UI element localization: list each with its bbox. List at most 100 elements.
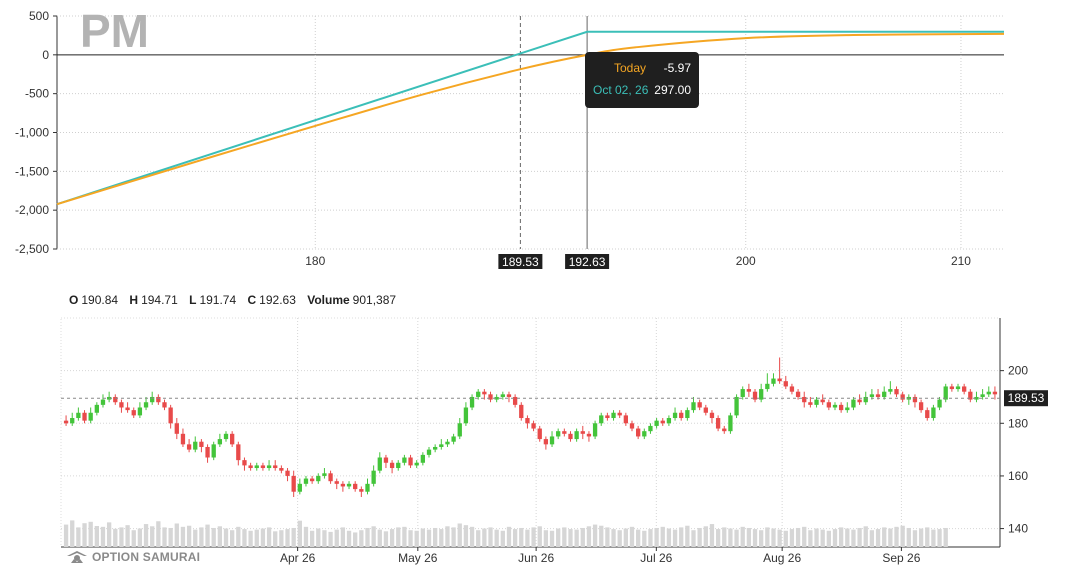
volume-bar	[556, 528, 561, 547]
volume-bar	[346, 530, 352, 547]
candle-body	[605, 415, 610, 419]
candle-body	[679, 412, 684, 419]
volume-bar	[494, 529, 499, 547]
candle-body	[223, 433, 229, 440]
payoff-series	[56, 30, 1005, 206]
candle-body	[746, 389, 752, 392]
volume-bar	[666, 528, 672, 547]
tooltip-today-label: Today	[614, 61, 647, 75]
volume-bar	[125, 525, 130, 547]
volume-bar	[322, 530, 327, 547]
last-price-marker: 189.53	[61, 390, 1048, 407]
candle-body	[968, 391, 973, 400]
candle-body	[697, 402, 702, 408]
ohlc-high-label: H	[129, 293, 139, 307]
ohlc-open-value: 190.84	[81, 293, 119, 307]
brand-name: OPTION SAMURAI	[92, 550, 201, 564]
volume-bar	[476, 530, 481, 547]
candle-body	[273, 465, 278, 469]
volume-bar	[525, 529, 530, 547]
volume-bar	[771, 528, 776, 547]
candle-body	[88, 412, 93, 421]
price-y-tick-label: 140	[1008, 522, 1028, 536]
candle-body	[765, 383, 770, 390]
volume-bar	[875, 529, 881, 547]
candle-body	[414, 462, 419, 466]
volume-bar	[463, 525, 469, 547]
volume-bar	[537, 526, 542, 547]
candle-body	[445, 441, 450, 445]
candle-body	[820, 399, 825, 403]
volume-bar	[186, 525, 192, 547]
candle-body	[230, 433, 235, 445]
candle-body	[974, 396, 979, 400]
candle-body	[494, 396, 499, 400]
candle-body	[174, 423, 179, 434]
candle-body	[728, 415, 733, 432]
candle-body	[359, 489, 364, 492]
candle-body	[709, 412, 715, 419]
candle-body	[119, 402, 124, 408]
volume-bar	[931, 529, 936, 547]
volume-bar	[426, 529, 432, 547]
candle-body	[248, 465, 253, 469]
candle-body	[894, 389, 899, 395]
volume-bar	[389, 529, 395, 547]
ohlc-low-value: 191.74	[199, 293, 237, 307]
payoff-chart: PM 500 0 -500 -1,000 -1,500 -2,000 -2,500 180 2…	[15, 5, 1005, 269]
candle-body	[199, 441, 204, 447]
volume-bar	[697, 527, 702, 547]
candle-body	[334, 481, 339, 484]
candle-body	[242, 460, 247, 466]
candle-body	[925, 410, 930, 419]
candle-body	[949, 386, 955, 390]
volume-bar	[519, 527, 524, 547]
volume-bar	[795, 527, 801, 547]
candle-body	[469, 396, 475, 408]
candle-body	[309, 478, 315, 482]
ohlc-low-label: L	[189, 293, 197, 307]
candle-body	[113, 396, 118, 403]
volume-bar	[894, 526, 899, 547]
payoff-y-tick-label: -2,500	[15, 242, 49, 256]
volume-bar	[88, 521, 93, 547]
candle-body	[832, 404, 838, 408]
candle-body	[574, 431, 579, 440]
candle-body	[346, 483, 352, 487]
volume-bar	[623, 528, 628, 547]
volume-bar	[414, 530, 419, 547]
volume-bar	[906, 527, 911, 547]
volume-bar	[912, 530, 918, 547]
volume-bars	[63, 520, 948, 547]
volume-bar	[316, 528, 321, 547]
volume-bar	[857, 527, 862, 547]
payoff-x-tick-label: 180	[305, 254, 325, 268]
volume-bar	[660, 526, 665, 547]
price-x-tick-label: Aug 26	[763, 551, 801, 565]
volume-bar	[789, 529, 795, 547]
volume-bar	[943, 527, 948, 547]
volume-bar	[635, 529, 641, 547]
expiry-curve	[56, 30, 1004, 206]
candle-body	[611, 412, 616, 419]
volume-bar	[279, 530, 284, 547]
candle-body	[193, 441, 198, 450]
volume-bar	[359, 530, 364, 547]
candle-body	[875, 394, 881, 397]
ohlc-volume-label: Volume	[307, 293, 350, 307]
candle-body	[476, 391, 481, 397]
candle-body	[888, 389, 893, 392]
volume-bar	[679, 527, 684, 547]
candle-body	[143, 402, 149, 408]
tooltip-expiry-label: Oct 02, 26	[593, 83, 649, 97]
candle-body	[599, 415, 604, 424]
candle-body	[150, 396, 155, 403]
volume-bar	[291, 527, 296, 547]
volume-bar	[70, 520, 75, 547]
candle-body	[512, 396, 518, 405]
candle-body	[451, 436, 456, 442]
candle-body	[580, 431, 585, 434]
volume-bar	[629, 526, 635, 547]
volume-bar	[568, 529, 573, 547]
candle-body	[426, 449, 432, 455]
